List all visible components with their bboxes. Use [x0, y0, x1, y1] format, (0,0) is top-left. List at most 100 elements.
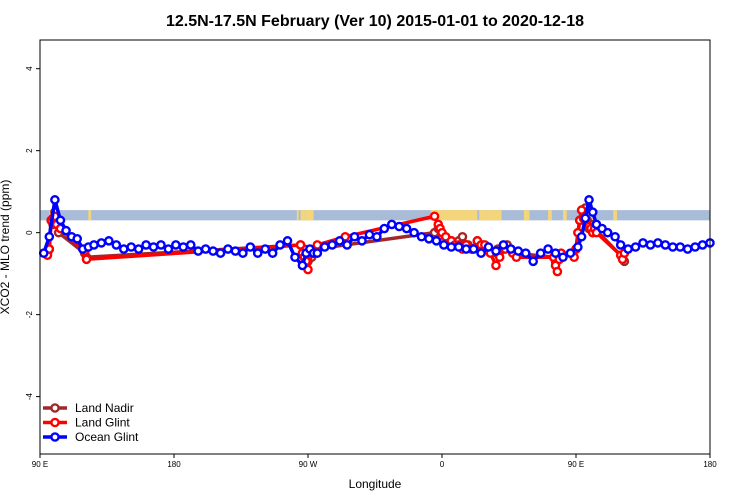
legend-item: Land Glint: [43, 416, 130, 430]
data-point: [630, 242, 641, 252]
data-point: [483, 242, 494, 252]
land-segment: [548, 210, 552, 221]
x-tick-label: 180: [167, 460, 181, 469]
data-point: [645, 240, 656, 250]
data-point: [215, 248, 226, 258]
data-point: [379, 223, 390, 234]
y-axis-label: XCO2 - MLO trend (ppm): [0, 180, 12, 315]
data-point: [638, 238, 648, 248]
x-axis: 90 E 180 90 W 0 90 E 180: [32, 454, 717, 469]
data-point: [295, 240, 306, 250]
data-point: [457, 231, 468, 242]
data-point: [565, 248, 576, 258]
data-point: [44, 231, 55, 242]
legend-label: Land Nadir: [75, 401, 134, 415]
data-point: [185, 240, 196, 250]
legend-item: Land Nadir: [43, 401, 134, 415]
data-point: [576, 205, 587, 215]
data-point: [72, 234, 83, 244]
data-point: [453, 242, 464, 252]
data-point: [528, 256, 538, 267]
data-point: [297, 260, 308, 271]
data-point: [349, 231, 360, 242]
plot-frame: [39, 39, 711, 455]
data-point: [357, 236, 367, 246]
x-axis-label: Longitude: [349, 477, 402, 491]
data-point: [506, 244, 516, 254]
x-tick-label: 90 E: [32, 460, 48, 469]
data-point: [156, 240, 166, 250]
data-point: [386, 219, 397, 230]
data-point: [461, 244, 471, 254]
x-tick-label: 0: [440, 460, 445, 469]
x-tick-label: 90 W: [299, 460, 318, 469]
data-point: [104, 236, 114, 246]
data-point: [615, 240, 626, 250]
data-point: [96, 238, 107, 248]
land-segment: [304, 210, 314, 221]
y-tick-label: 4: [25, 66, 34, 71]
legend-label: Land Glint: [75, 416, 130, 430]
data-point: [200, 244, 211, 254]
data-point: [126, 242, 136, 252]
data-point: [148, 242, 159, 252]
data-point: [38, 248, 49, 258]
data-point: [55, 215, 66, 226]
series-2: [38, 195, 715, 271]
data-point: [252, 248, 263, 258]
data-point: [576, 231, 587, 242]
data-point: [491, 246, 501, 256]
data-point: [543, 244, 553, 254]
data-point: [675, 242, 686, 252]
data-point: [163, 244, 174, 254]
data-point: [602, 227, 613, 238]
data-point: [690, 242, 700, 252]
data-point: [260, 244, 270, 254]
chart-title: 12.5N-17.5N February (Ver 10) 2015-01-01…: [166, 13, 584, 30]
land-segment: [613, 210, 617, 221]
data-point: [89, 240, 99, 250]
legend-item: Ocean Glint: [43, 430, 139, 444]
data-point: [319, 242, 330, 252]
data-point: [401, 223, 412, 234]
legend-marker: [50, 403, 60, 413]
data-point: [697, 240, 708, 250]
data-point: [498, 240, 509, 250]
data-point: [535, 248, 546, 258]
data-point: [394, 221, 404, 232]
data-point: [431, 236, 442, 246]
land-segment: [562, 210, 567, 221]
y-tick-label: 0: [25, 230, 34, 235]
data-point: [50, 195, 60, 205]
data-point: [81, 254, 92, 265]
data-point: [580, 213, 591, 224]
land-segment: [479, 210, 487, 221]
data-point: [468, 244, 479, 254]
data-point: [623, 244, 633, 254]
data-point: [238, 248, 248, 258]
data-point: [667, 242, 678, 252]
data-point: [312, 240, 323, 250]
data-point: [653, 238, 663, 248]
data-point: [245, 242, 256, 252]
x-tick-label: 90 E: [568, 460, 584, 469]
data-point: [520, 248, 531, 258]
data-point: [290, 252, 300, 263]
y-axis: -4 -2 0 2 4: [25, 66, 40, 400]
data-point: [610, 231, 620, 242]
land-segment: [430, 210, 478, 221]
data-point: [416, 231, 427, 242]
data-point: [141, 240, 151, 250]
data-point: [171, 240, 181, 250]
data-point: [178, 242, 189, 252]
data-point: [660, 240, 671, 250]
data-point: [439, 240, 449, 250]
land-ocean-band: [40, 210, 710, 221]
data-point: [364, 229, 375, 240]
data-point: [61, 225, 71, 236]
land-segment: [296, 210, 299, 221]
data-point: [230, 246, 241, 256]
data-point: [573, 242, 583, 252]
y-tick-label: 2: [25, 148, 34, 153]
land-segment: [300, 210, 305, 221]
